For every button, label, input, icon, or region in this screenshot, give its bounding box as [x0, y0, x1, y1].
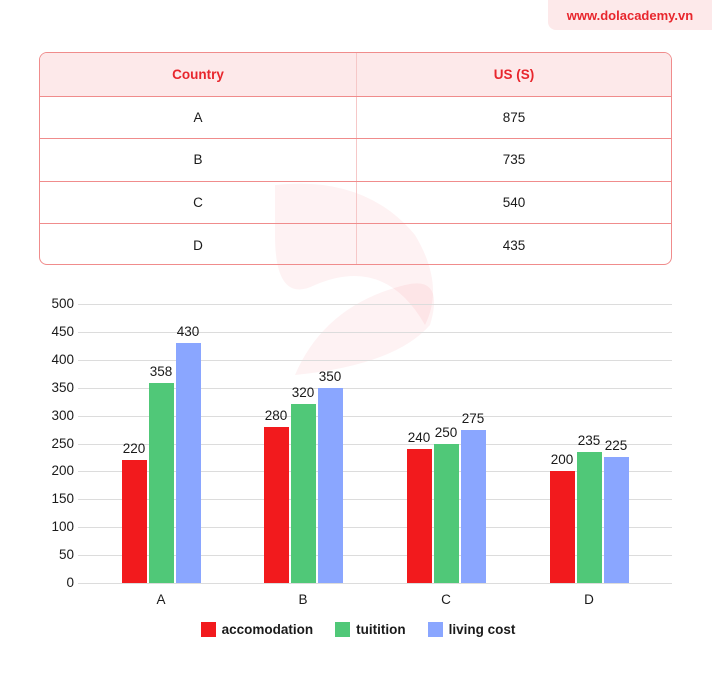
table-cell: B [40, 139, 357, 181]
gridline [78, 471, 672, 473]
y-tick-label: 450 [51, 323, 74, 339]
bar-accomodation-C [406, 449, 432, 583]
bar-value-label: 275 [461, 410, 485, 426]
bar-value-label: 350 [318, 368, 342, 384]
bar-living-cost-C [460, 429, 486, 583]
bar-living-cost-A [175, 343, 201, 583]
table-cell: 735 [502, 152, 526, 168]
bar-living-cost-B [317, 387, 343, 583]
legend-swatch-icon [427, 621, 443, 637]
table-cell: A [40, 96, 357, 139]
table-header-cell: Country [40, 53, 357, 96]
y-tick-label: 50 [58, 547, 74, 563]
country-cost-table: Country US (S) A 875 B 735 C 540 D 435 [39, 52, 672, 265]
gridline [78, 304, 672, 305]
bar-value-label: 220 [122, 441, 146, 457]
table-header-row: Country US (S) [40, 53, 671, 96]
legend-label: accomodation [221, 621, 314, 637]
y-tick-label: 100 [51, 519, 74, 535]
legend-swatch-icon [200, 621, 216, 637]
gridline [78, 415, 672, 417]
y-tick-label: 350 [51, 379, 74, 395]
y-tick-label: 300 [51, 407, 74, 423]
gridline [78, 331, 672, 333]
y-tick-label: 250 [51, 435, 74, 451]
bar-value-label: 250 [434, 424, 458, 440]
brand-url-text: www.dolacademy.vn [566, 7, 694, 23]
x-tick-label: D [584, 592, 594, 607]
bar-value-label: 240 [407, 430, 431, 446]
bar-tuitition-C [433, 443, 459, 583]
legend-item-living-cost: living cost [427, 620, 516, 638]
table-cell: D [40, 224, 357, 264]
bar-value-label: 235 [577, 432, 601, 448]
x-tick-label: C [441, 592, 451, 607]
bar-accomodation-D [549, 471, 575, 583]
bar-value-label: 430 [176, 324, 200, 340]
legend-label: tuitition [356, 621, 406, 637]
gridline [78, 527, 672, 529]
legend-swatch-icon [335, 621, 351, 637]
bar-value-label: 200 [550, 452, 574, 468]
gridline [78, 387, 672, 389]
x-tick-label: A [156, 592, 166, 607]
y-tick-label: 200 [51, 463, 74, 479]
y-tick-label: 150 [51, 491, 74, 507]
table-cell: C [40, 181, 357, 224]
bar-accomodation-B [263, 426, 289, 583]
y-tick-label: 0 [66, 575, 74, 590]
gridline [78, 555, 672, 557]
gridline [78, 499, 672, 501]
bar-value-label: 358 [149, 364, 173, 380]
bar-tuitition-B [290, 404, 316, 583]
x-tick-label: B [298, 592, 308, 607]
table-header-cell: US (S) [493, 66, 535, 82]
bar-accomodation-A [121, 460, 147, 583]
table-row: B 735 [40, 138, 671, 181]
y-tick-label: 400 [51, 351, 74, 367]
y-tick-label: 500 [51, 296, 74, 311]
bar-tuitition-D [576, 451, 602, 583]
table-row: A 875 [40, 95, 671, 139]
table-cell: 540 [502, 195, 526, 211]
table-cell: 875 [502, 109, 526, 125]
bar-tuitition-A [148, 383, 174, 583]
legend-label: living cost [448, 621, 516, 637]
grouped-bar-chart: 0 50 100 150 200 250 300 350 400 450 500 220 358 430 A… [0, 290, 712, 650]
bar-living-cost-D [603, 457, 629, 583]
table-cell: 435 [502, 237, 526, 253]
bar-value-label: 320 [291, 385, 315, 401]
legend-item-accomodation: accomodation [200, 620, 314, 638]
brand-url-badge: www.dolacademy.vn [548, 0, 712, 30]
table-row: D 435 [40, 223, 671, 264]
gridline [78, 583, 672, 584]
bar-value-label: 225 [604, 438, 628, 454]
bar-value-label: 280 [264, 407, 288, 423]
gridline [78, 443, 672, 445]
legend-item-tuitition: tuitition [335, 620, 406, 638]
gridline [78, 359, 672, 361]
chart-legend: accomodation tuitition living cost [0, 620, 712, 638]
table-row: C 540 [40, 180, 671, 224]
